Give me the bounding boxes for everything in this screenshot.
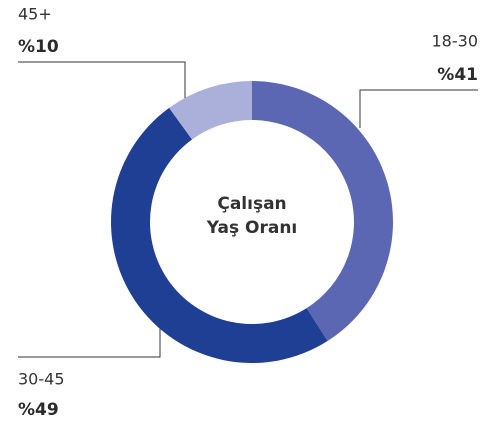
category-label: 45+ (18, 5, 52, 24)
donut-segment (111, 107, 328, 363)
value-label: %10 (18, 37, 59, 57)
leader-line (18, 325, 161, 358)
chart-title: Çalışan Yaş Oranı (206, 194, 298, 238)
leader-line (359, 89, 478, 128)
value-label: %41 (437, 65, 478, 85)
leader-line (18, 61, 186, 100)
category-label: 18-30 (432, 32, 479, 51)
category-label: 30-45 (18, 370, 65, 389)
donut-segment (169, 81, 252, 140)
value-label: %49 (18, 400, 59, 420)
donut-segment (252, 81, 393, 342)
